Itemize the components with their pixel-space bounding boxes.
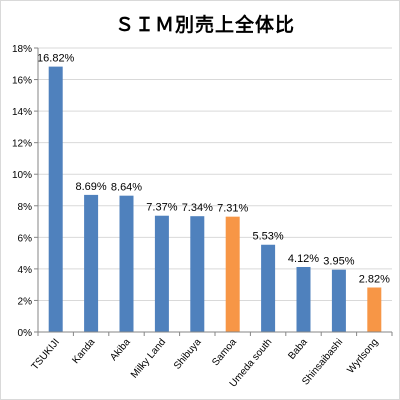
data-label: 7.37%: [146, 202, 177, 214]
data-label: 7.34%: [182, 202, 213, 214]
y-tick-label: 8%: [18, 202, 33, 213]
bar: [367, 287, 382, 332]
y-tick-label: 14%: [12, 107, 32, 118]
bar: [261, 244, 276, 332]
data-label: 16.82%: [37, 53, 75, 65]
y-tick-label: 10%: [12, 170, 32, 181]
bar: [48, 66, 63, 333]
y-tick-label: 18%: [12, 44, 32, 55]
y-tick-label: 4%: [18, 265, 33, 276]
data-label: 8.64%: [111, 182, 142, 194]
y-tick-label: 2%: [18, 296, 33, 307]
data-label: 2.82%: [359, 274, 390, 286]
bar: [190, 216, 205, 332]
bar: [154, 215, 169, 332]
y-axis-ticks: 0% 2% 4% 6% 8% 10% 12% 14% 16% 18%: [12, 44, 38, 339]
bar: [296, 266, 311, 332]
bar: [225, 216, 240, 332]
bar: [119, 195, 134, 332]
y-tick-label: 12%: [12, 139, 32, 150]
y-tick-label: 6%: [18, 233, 33, 244]
bar: [84, 194, 99, 332]
data-label: 5.53%: [252, 231, 283, 243]
axes: [37, 48, 392, 333]
chart-title: ＳＩＭ別売上全体比: [115, 13, 295, 36]
data-label: 8.69%: [75, 181, 106, 193]
data-label: 4.12%: [288, 253, 319, 265]
data-label: 7.31%: [217, 203, 248, 215]
y-tick-label: 0%: [18, 328, 33, 339]
data-label: 3.95%: [323, 256, 354, 268]
y-tick-label: 16%: [12, 76, 32, 87]
bars: [48, 66, 382, 333]
data-labels: 16.82% 8.69% 8.64% 7.37% 7.34% 7.31% 5.53% 4.12…: [37, 53, 390, 286]
bar: [331, 269, 346, 332]
